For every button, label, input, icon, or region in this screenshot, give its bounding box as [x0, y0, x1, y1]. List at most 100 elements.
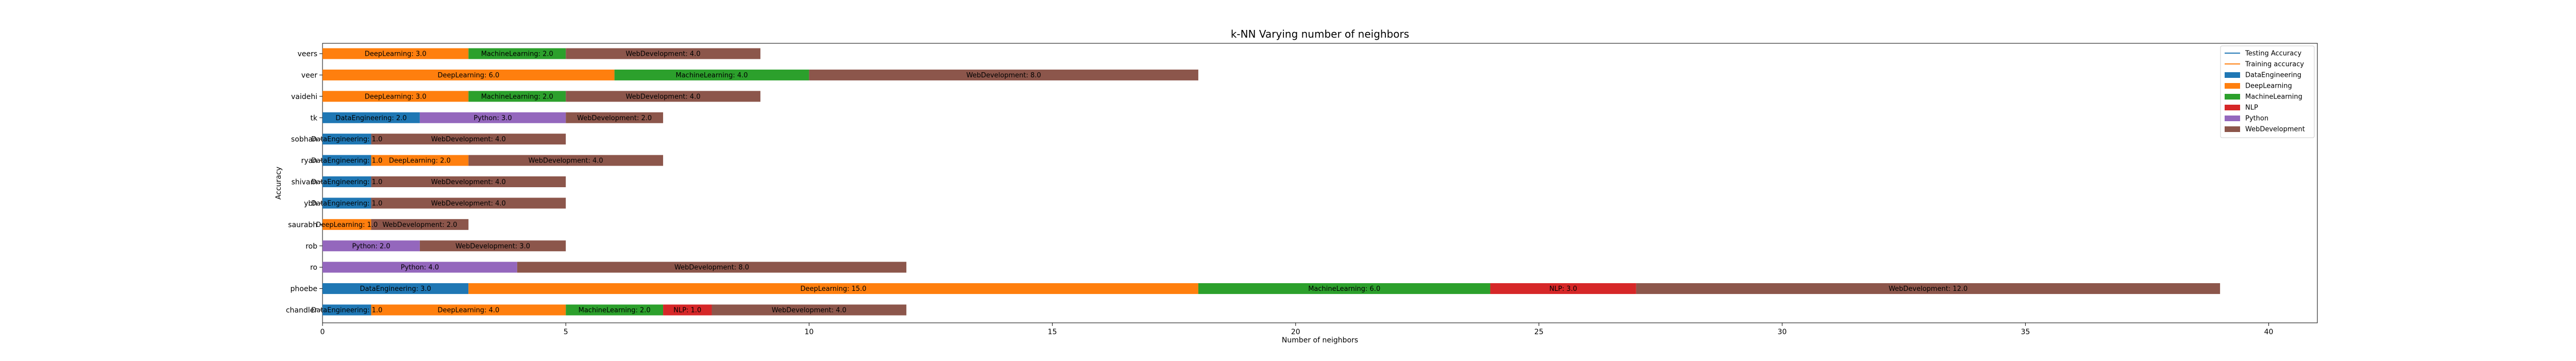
legend-label-nlp: NLP: [2245, 104, 2258, 112]
y-tick-label-sobhan: sobhan: [291, 136, 317, 144]
bar-label-veers-machinelearning: MachineLearning: 2.0: [481, 51, 553, 58]
bar-phoebe-machinelearning: [1198, 283, 1490, 294]
legend-label-dataengineering: DataEngineering: [2245, 72, 2301, 79]
bar-label-rob-webdevelopment: WebDevelopment: 3.0: [455, 242, 530, 250]
bar-vaidehi-webdevelopment: [566, 91, 760, 102]
bar-label-ro-python: Python: 4.0: [401, 264, 439, 272]
bar-veers-deeplearning: [323, 48, 469, 59]
legend-label-testing-accuracy: Testing Accuracy: [2245, 50, 2301, 58]
legend-swatch-deeplearning: [2225, 83, 2240, 89]
bar-ryan-deeplearning: [371, 155, 469, 166]
y-axis: chandler phoebe ro rob saurabh ybh shivam ryan s…: [286, 50, 323, 315]
x-axis-title: Number of neighbors: [1282, 336, 1358, 344]
bar-phoebe-webdevelopment: [1636, 283, 2221, 294]
y-axis-title: Accuracy: [275, 167, 283, 200]
bar-label-saurabh-webdevelopment: WebDevelopment: 2.0: [382, 221, 457, 229]
bar-label-shivam-dataengineering: DataEngineering: 1.0: [311, 178, 382, 186]
bar-rob-webdevelopment: [419, 240, 566, 252]
bar-chandler-machinelearning: [566, 304, 664, 316]
bar-vaidehi-deeplearning: [323, 91, 469, 102]
bar-label-phoebe-machinelearning: MachineLearning: 6.0: [1308, 285, 1380, 293]
bar-label-veer-machinelearning: MachineLearning: 4.0: [675, 72, 748, 79]
y-tick-label-shivam: shivam: [291, 178, 317, 187]
bar-label-phoebe-deeplearning: DeepLearning: 15.0: [801, 285, 867, 293]
bar-label-chandler-webdevelopment: WebDevelopment: 4.0: [772, 307, 846, 315]
bar-shivam-webdevelopment: [371, 176, 566, 187]
y-tick-label-rob: rob: [306, 242, 317, 251]
bar-vaidehi-machinelearning: [468, 91, 566, 102]
bar-label-saurabh-deeplearning: DeepLearning: 1.0: [316, 221, 378, 229]
bar-label-phoebe-dataengineering: DataEngineering: 3.0: [360, 285, 431, 293]
bar-label-veers-deeplearning: DeepLearning: 3.0: [365, 51, 427, 58]
x-tick-label: 0: [320, 328, 325, 336]
bar-veer-webdevelopment: [809, 69, 1198, 80]
bar-ro-webdevelopment: [517, 261, 907, 273]
bar-label-ybh-dataengineering: DataEngineering: 1.0: [311, 200, 382, 207]
bar-tk-dataengineering: [323, 112, 420, 123]
bar-label-veer-webdevelopment: WebDevelopment: 8.0: [967, 72, 1041, 79]
bar-label-tk-python: Python: 3.0: [473, 114, 512, 122]
bar-chandler-webdevelopment: [711, 304, 907, 316]
bar-chandler-dataengineering: [323, 304, 371, 316]
bar-label-tk-dataengineering: DataEngineering: 2.0: [335, 114, 406, 122]
legend-label-machinelearning: MachineLearning: [2245, 93, 2302, 101]
bar-label-chandler-deeplearning: DeepLearning: 4.0: [437, 307, 499, 315]
bar-ybh-dataengineering: [323, 198, 371, 209]
y-tick-label-tk: tk: [310, 114, 317, 122]
x-tick-label: 20: [1291, 328, 1300, 336]
bar-label-tk-webdevelopment: WebDevelopment: 2.0: [577, 114, 652, 122]
bar-label-phoebe-nlp: NLP: 3.0: [1549, 285, 1577, 293]
bar-phoebe-nlp: [1490, 283, 1636, 294]
y-tick-label-saurabh: saurabh: [288, 221, 317, 229]
y-tick-label-chandler: chandler: [286, 306, 317, 315]
bar-phoebe-dataengineering: [323, 283, 469, 294]
x-tick-label: 5: [564, 328, 568, 336]
bar-label-vaidehi-webdevelopment: WebDevelopment: 4.0: [626, 93, 701, 101]
bar-ybh-webdevelopment: [371, 198, 566, 209]
chart-title: k-NN Varying number of neighbors: [1231, 28, 1409, 40]
bar-label-rob-python: Python: 2.0: [352, 242, 390, 250]
x-tick-label: 10: [804, 328, 814, 336]
bar-veer-deeplearning: [323, 69, 615, 80]
bar-tk-webdevelopment: [566, 112, 664, 123]
bar-label-phoebe-webdevelopment: WebDevelopment: 12.0: [1889, 285, 1968, 293]
legend-label-training-accuracy: Training accuracy: [2245, 61, 2304, 69]
y-tick-label-vaidehi: vaidehi: [291, 93, 317, 101]
y-tick-label-veers: veers: [297, 50, 317, 58]
y-tick-label-ybh: ybh: [304, 200, 317, 208]
bar-sobhan-webdevelopment: [371, 134, 566, 145]
bar-chandler-nlp: [663, 304, 712, 316]
bar-veer-machinelearning: [614, 69, 809, 80]
y-tick-label-ro: ro: [310, 264, 317, 272]
legend: Testing Accuracy Training accuracy DataEng…: [2220, 45, 2315, 138]
bar-label-ryan-webdevelopment: WebDevelopment: 4.0: [529, 157, 603, 165]
bar-sobhan-dataengineering: [323, 134, 371, 145]
y-tick-label-phoebe: phoebe: [291, 285, 317, 293]
bar-rob-python: [323, 240, 420, 252]
legend-frame: [2220, 45, 2315, 138]
bar-label-vaidehi-deeplearning: DeepLearning: 3.0: [365, 93, 427, 101]
bar-label-veer-deeplearning: DeepLearning: 6.0: [437, 72, 499, 79]
bar-labels-group: DataEngineering: 1.0 DeepLearning: 4.0 Mac…: [311, 51, 1968, 315]
y-tick-label-ryan: ryan: [301, 157, 318, 165]
bar-label-ryan-dataengineering: DataEngineering: 1.0: [311, 157, 382, 165]
bar-label-ryan-deeplearning: DeepLearning: 2.0: [389, 157, 451, 165]
legend-label-python: Python: [2245, 115, 2268, 123]
bar-label-veers-webdevelopment: WebDevelopment: 4.0: [626, 51, 701, 58]
bar-ro-python: [323, 261, 517, 273]
bar-tk-python: [419, 112, 566, 123]
legend-label-webdevelopment: WebDevelopment: [2245, 126, 2305, 134]
bar-veers-machinelearning: [468, 48, 566, 59]
x-axis: 0 5 10 15 20 25 30 35 40: [320, 323, 2273, 336]
legend-swatch-machinelearning: [2225, 94, 2240, 100]
legend-label-deeplearning: DeepLearning: [2245, 83, 2292, 90]
bar-label-chandler-machinelearning: MachineLearning: 2.0: [579, 307, 651, 315]
bar-label-ybh-webdevelopment: WebDevelopment: 4.0: [431, 200, 506, 207]
bar-phoebe-deeplearning: [468, 283, 1198, 294]
bar-ryan-webdevelopment: [468, 155, 664, 166]
y-tick-label-veer: veer: [301, 71, 318, 79]
bar-saurabh-deeplearning: [323, 219, 371, 230]
bar-saurabh-webdevelopment: [371, 219, 469, 230]
plot-area: [322, 43, 2318, 323]
